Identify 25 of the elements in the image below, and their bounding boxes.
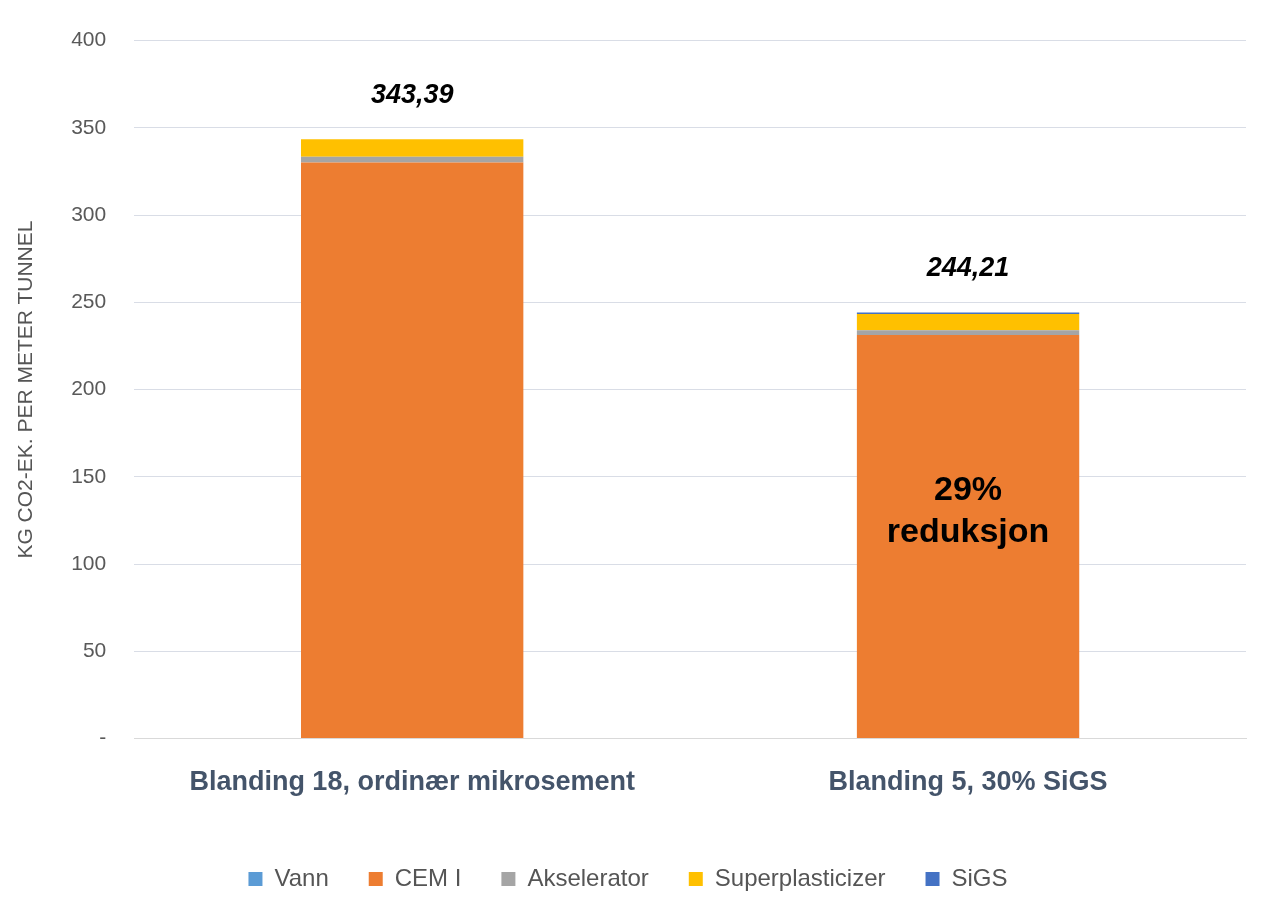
legend-label: Superplasticizer (714, 863, 886, 891)
y-tick-label: - (99, 725, 107, 749)
bar (856, 334, 1080, 739)
y-tick-label: 100 (71, 550, 107, 574)
bar (856, 314, 1080, 331)
y-tick-label: 400 (71, 27, 107, 51)
total-label: 343,39 (370, 79, 454, 110)
annotation: 29% reduksjon (886, 469, 1050, 550)
legend-label: Akselerator (527, 863, 649, 891)
legend-label: Vann (274, 863, 329, 891)
y-tick-label: 150 (71, 463, 107, 487)
y-tick-label: 350 (71, 114, 107, 138)
x-tick-label: Blanding 5, 30% SiGS (828, 766, 1108, 797)
y-axis-title: KG CO2-EK. PER METER TUNNEL (13, 220, 37, 559)
total-label: 244,21 (925, 252, 1010, 283)
bar (856, 330, 1080, 335)
legend-label: CEM I (394, 863, 462, 891)
bar (301, 139, 524, 157)
y-tick-label: 50 (82, 638, 107, 662)
y-tick-label: 250 (71, 289, 107, 313)
y-tick-label: 300 (71, 201, 107, 225)
legend-label: SiGS (951, 863, 1008, 891)
x-tick-label: Blanding 18, ordinær mikrosement (189, 766, 635, 797)
bar (301, 162, 524, 739)
y-tick-label: 200 (71, 376, 107, 400)
